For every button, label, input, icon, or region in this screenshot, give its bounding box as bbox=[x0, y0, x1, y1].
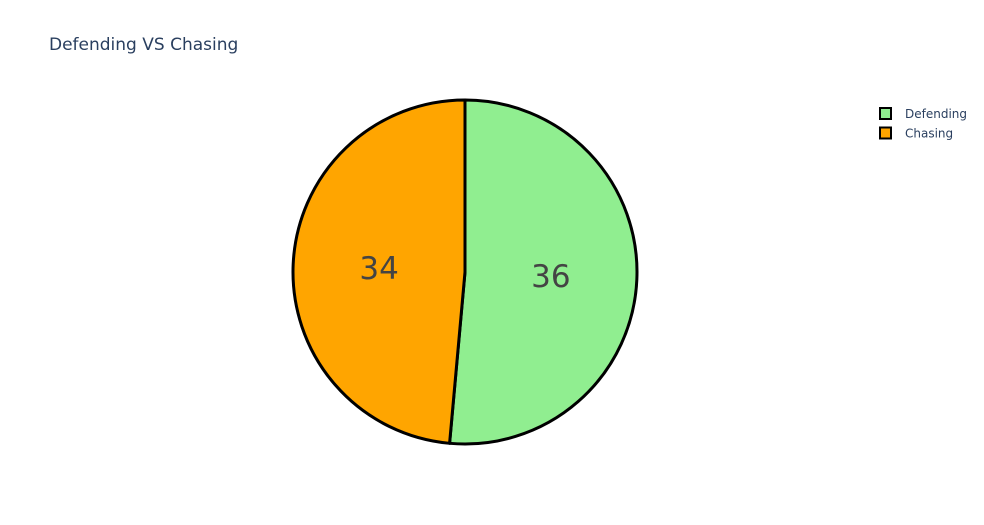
legend-swatch-defending[interactable] bbox=[879, 107, 892, 120]
legend-swatch-chasing[interactable] bbox=[879, 126, 892, 140]
slice-value-label-defending: 36 bbox=[531, 259, 570, 295]
pie-slice-labels: 36 34 bbox=[359, 251, 570, 295]
pie-slice-chasing bbox=[291, 98, 467, 445]
legend-label-chasing[interactable]: Chasing bbox=[905, 127, 953, 141]
chart-title: Defending VS Chasing bbox=[49, 35, 238, 55]
legend-label-defending[interactable]: Defending bbox=[905, 107, 967, 121]
pie-slices bbox=[291, 98, 639, 446]
slice-value-label-chasing: 34 bbox=[359, 251, 398, 287]
pie-slice-defending bbox=[448, 98, 639, 446]
legend: Defending Chasing bbox=[879, 107, 967, 141]
